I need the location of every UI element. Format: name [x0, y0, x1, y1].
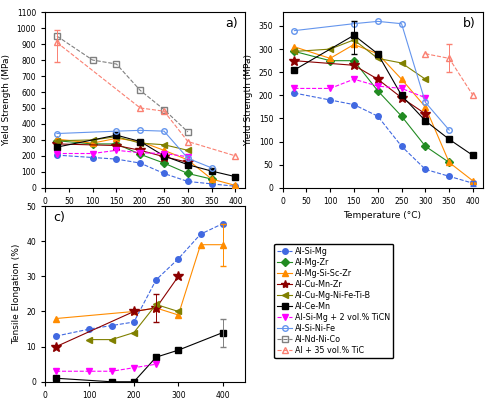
X-axis label: Temperature (°C): Temperature (°C)	[344, 211, 421, 221]
X-axis label: Temperature (°C): Temperature (°C)	[106, 211, 184, 221]
Legend: Al-Si-Mg, Al-Mg-Zr, Al-Mg-Si-Sc-Zr, Al-Cu-Mn-Zr, Al-Cu-Mg-Ni-Fe-Ti-B, Al-Ce-Mn, : Al-Si-Mg, Al-Mg-Zr, Al-Mg-Si-Sc-Zr, Al-C…	[274, 244, 394, 358]
Text: c): c)	[53, 211, 65, 224]
Text: a): a)	[225, 17, 237, 30]
Y-axis label: Tensile Elongation (%): Tensile Elongation (%)	[12, 244, 20, 344]
Y-axis label: Yield Strength (MPa): Yield Strength (MPa)	[2, 54, 11, 146]
Text: b): b)	[462, 17, 475, 30]
Y-axis label: Yield Strength (MPa): Yield Strength (MPa)	[244, 54, 254, 146]
